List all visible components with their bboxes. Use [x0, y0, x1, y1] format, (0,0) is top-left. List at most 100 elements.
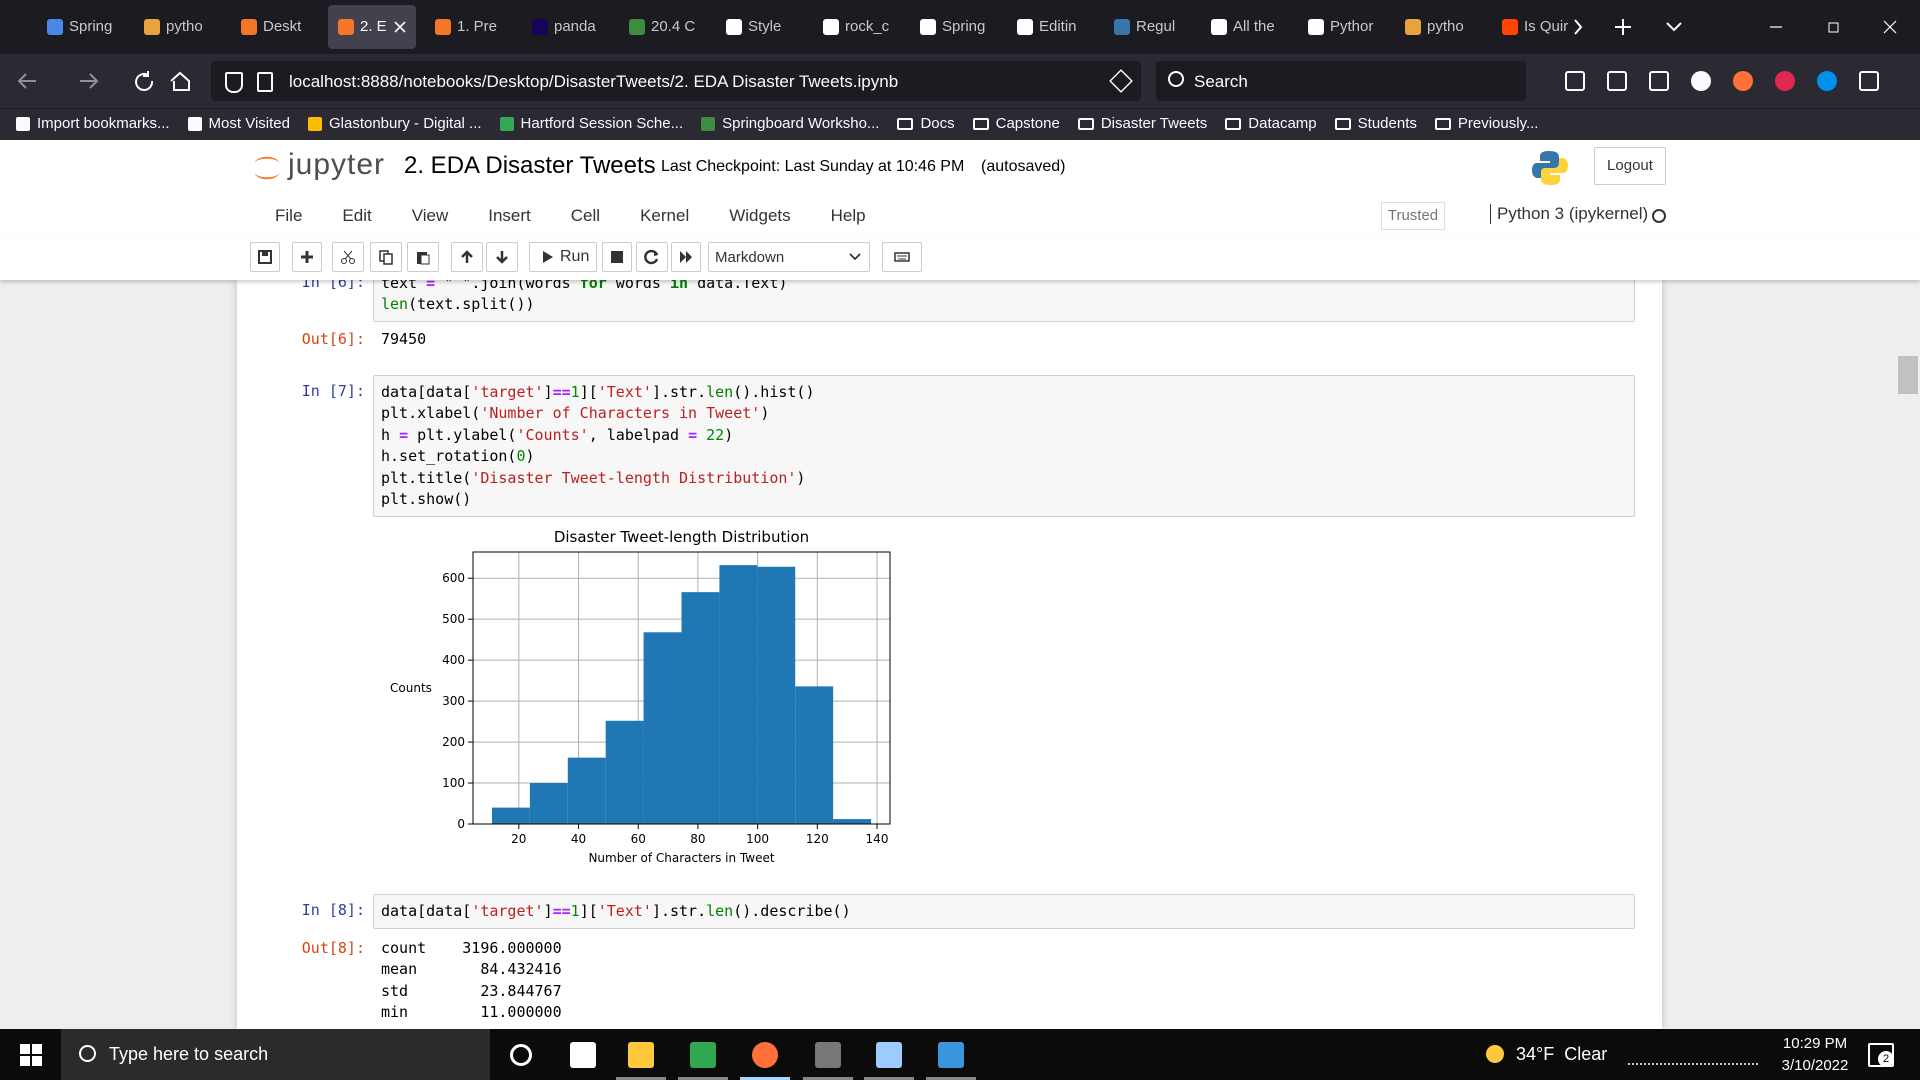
- trusted-indicator[interactable]: Trusted: [1381, 202, 1445, 230]
- bookmark[interactable]: Disaster Tweets: [1077, 115, 1207, 132]
- logout-button[interactable]: Logout: [1594, 147, 1666, 185]
- browser-tab[interactable]: Spring: [910, 5, 1002, 49]
- browser-tab[interactable]: pytho: [1395, 5, 1487, 49]
- weather-icon: [1486, 1045, 1504, 1063]
- cut-button[interactable]: [332, 242, 364, 272]
- taskbar-app[interactable]: [690, 1042, 716, 1068]
- toolbar-extension[interactable]: [1691, 71, 1711, 91]
- browser-tab[interactable]: Style: [716, 5, 808, 49]
- browser-tab[interactable]: rock_c: [813, 5, 905, 49]
- tab-title: Style: [748, 18, 782, 35]
- browser-tab[interactable]: pytho: [134, 5, 226, 49]
- input-prompt: In [6]:: [301, 280, 365, 291]
- search-placeholder: Search: [1194, 72, 1248, 91]
- app-running-indicator: [678, 1077, 728, 1080]
- cell-type-select[interactable]: Markdown: [708, 242, 870, 272]
- code-token: " ": [444, 280, 472, 292]
- toolbar-extension[interactable]: [1565, 71, 1585, 91]
- taskbar-app[interactable]: [510, 1044, 532, 1066]
- browser-tab[interactable]: All the: [1201, 5, 1293, 49]
- code-line: text = " ".join(words for words in data.…: [381, 280, 787, 292]
- menu-item[interactable]: Help: [830, 206, 866, 225]
- browser-tab[interactable]: 2. E: [328, 5, 416, 49]
- code-token: 'Disaster Tweet-length Distribution': [471, 468, 797, 487]
- weather-text[interactable]: 34°F Clear: [1516, 1044, 1608, 1064]
- clock-date[interactable]: 3/10/2022: [1781, 1057, 1849, 1074]
- search-bar[interactable]: Search: [1156, 61, 1526, 101]
- move-down-button[interactable]: [486, 242, 518, 272]
- bookmark[interactable]: Previously...: [1434, 115, 1538, 132]
- histogram-bar: [643, 632, 682, 824]
- bookmark[interactable]: Springboard Worksho...: [701, 115, 879, 132]
- menu-item[interactable]: Widgets: [729, 206, 791, 225]
- toolbar-extension[interactable]: [1817, 71, 1837, 91]
- nav-buttons[interactable]: [16, 69, 196, 93]
- app-running-indicator: [616, 1077, 666, 1080]
- paste-button[interactable]: [407, 242, 439, 272]
- interrupt-button[interactable]: [602, 242, 632, 272]
- code-cell-input[interactable]: text = " ".join(words for words in data.…: [373, 280, 1635, 323]
- code-token: in: [670, 280, 689, 292]
- bookmark[interactable]: Hartford Session Sche...: [499, 115, 683, 132]
- run-button[interactable]: Run: [529, 242, 597, 272]
- save-button[interactable]: [250, 242, 280, 272]
- taskbar-app[interactable]: [815, 1042, 841, 1068]
- browser-tab[interactable]: Editin: [1007, 5, 1099, 49]
- browser-tab[interactable]: Is Quir: [1492, 5, 1584, 49]
- toolbar-extension[interactable]: [1775, 71, 1795, 91]
- bookmark[interactable]: Capstone: [972, 115, 1060, 132]
- taskbar-app[interactable]: [752, 1042, 778, 1068]
- taskbar-app[interactable]: [876, 1042, 902, 1068]
- window-controls[interactable]: [1520, 0, 1920, 54]
- taskbar-search[interactable]: Type here to search: [61, 1029, 490, 1080]
- menu-item[interactable]: Cell: [570, 206, 601, 225]
- tab-icon: [144, 19, 160, 35]
- bookmark[interactable]: Datacamp: [1225, 115, 1317, 132]
- menu-item[interactable]: View: [411, 206, 449, 225]
- code-cell-input[interactable]: data[data['target']==1]['Text'].str.len(…: [373, 894, 1635, 929]
- code-line: data[data['target']==1]['Text'].str.len(…: [381, 902, 851, 920]
- restart-button[interactable]: [636, 242, 668, 272]
- bookmark[interactable]: Most Visited: [187, 115, 290, 132]
- clock-time[interactable]: 10:29 PM: [1782, 1035, 1848, 1052]
- tab-close[interactable]: [394, 21, 406, 33]
- bookmark-star[interactable]: [1109, 69, 1133, 93]
- tray-icons[interactable]: [1628, 1047, 1758, 1065]
- browser-tab[interactable]: 20.4 C: [619, 5, 711, 49]
- bookmark[interactable]: Students: [1334, 115, 1417, 132]
- bookmark[interactable]: Docs: [897, 115, 955, 132]
- menu-item[interactable]: Kernel: [640, 206, 690, 225]
- menu-item[interactable]: Insert: [488, 206, 531, 225]
- menu-item[interactable]: Edit: [342, 206, 372, 225]
- browser-tab[interactable]: panda: [522, 5, 614, 49]
- code-token: 'Text': [597, 383, 652, 401]
- insert-cell-button[interactable]: [292, 242, 322, 272]
- taskbar-app[interactable]: [938, 1042, 964, 1068]
- browser-tab[interactable]: Regul: [1104, 5, 1196, 49]
- move-up-button[interactable]: [451, 242, 483, 272]
- toolbar-extension[interactable]: [1649, 71, 1669, 91]
- browser-tab[interactable]: Deskt: [231, 5, 323, 49]
- button-icon: [680, 251, 692, 263]
- toolbar-extension[interactable]: [1859, 71, 1879, 91]
- browser-tab[interactable]: Pythor: [1298, 5, 1390, 49]
- browser-tab[interactable]: Spring: [37, 5, 129, 49]
- tab-title: pytho: [1427, 18, 1464, 35]
- notification-center[interactable]: 2: [1868, 1043, 1894, 1067]
- browser-tab[interactable]: 1. Pre: [425, 5, 517, 49]
- bookmark[interactable]: Glastonbury - Digital ...: [307, 115, 482, 132]
- run-all-button[interactable]: [671, 242, 701, 272]
- taskbar-app[interactable]: [570, 1042, 596, 1068]
- url-bar[interactable]: localhost:8888/notebooks/Desktop/Disaste…: [211, 61, 1141, 101]
- scrollbar-thumb[interactable]: [1898, 356, 1918, 394]
- start-button[interactable]: [20, 1044, 42, 1066]
- copy-button[interactable]: [370, 242, 402, 272]
- menu-item[interactable]: File: [275, 206, 303, 225]
- keyboard-button[interactable]: [882, 242, 922, 272]
- code-cell-input[interactable]: data[data['target']==1]['Text'].str.len(…: [373, 375, 1635, 517]
- taskbar-app[interactable]: [628, 1042, 654, 1068]
- bookmark-icon: [1225, 117, 1242, 130]
- toolbar-extension[interactable]: [1733, 71, 1753, 91]
- bookmark[interactable]: Import bookmarks...: [16, 115, 170, 132]
- toolbar-extension[interactable]: [1607, 71, 1627, 91]
